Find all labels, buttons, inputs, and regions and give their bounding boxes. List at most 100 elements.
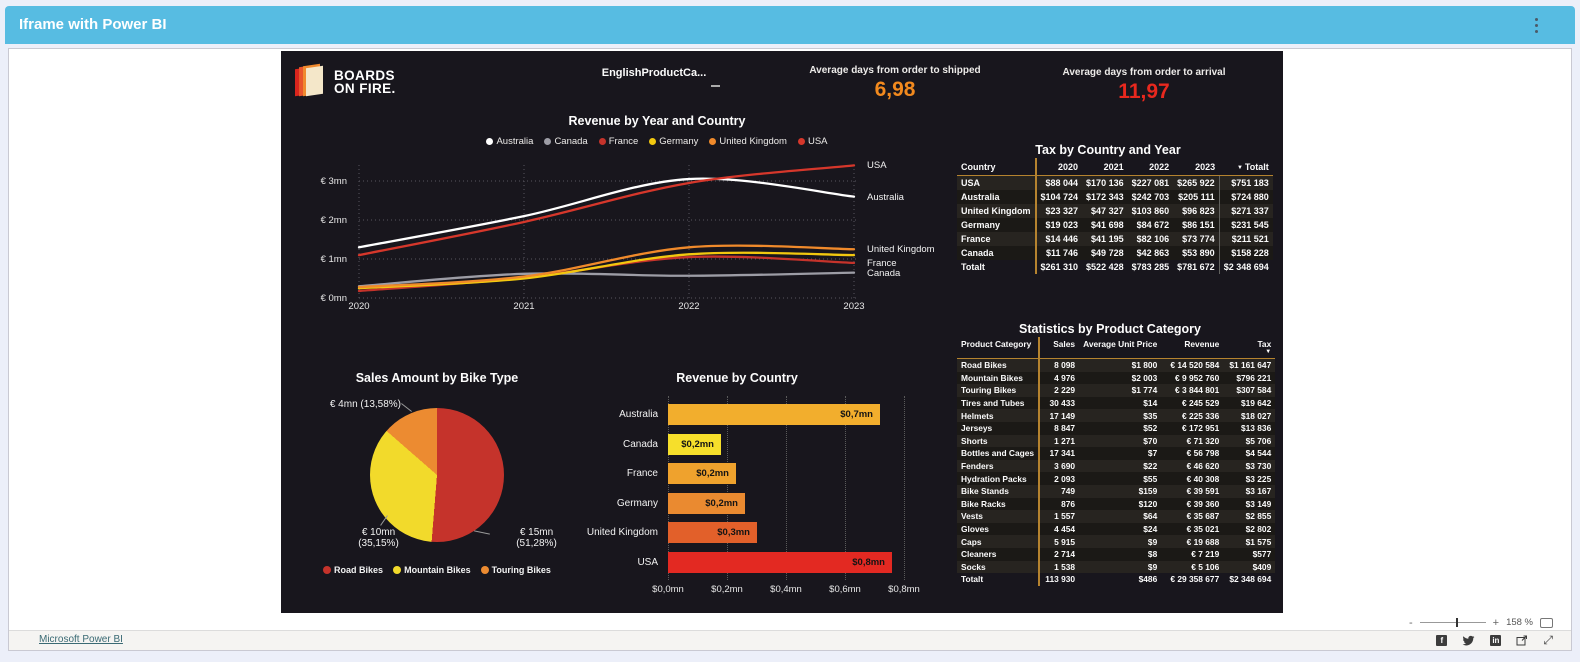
table-row[interactable]: Australia $104 724 $172 343 $242 703 $205 11… xyxy=(957,190,1273,204)
table-cell: $86 151 xyxy=(1182,220,1215,230)
legend-dot-icon xyxy=(544,138,552,145)
zoom-slider[interactable] xyxy=(1419,618,1486,627)
column-header-sales[interactable]: Sales xyxy=(1039,337,1080,359)
table-cell: $9 xyxy=(1147,536,1158,547)
facebook-icon[interactable]: f xyxy=(1436,634,1448,646)
bar-canada[interactable]: $0,2mn xyxy=(668,434,721,455)
table-row[interactable]: Touring Bikes 2 229 $1 774 € 3 844 801 $307 … xyxy=(957,384,1276,397)
bar-united-kingdom[interactable]: $0,3mn xyxy=(668,522,757,543)
line-canada[interactable] xyxy=(357,271,856,288)
legend-item-usa[interactable]: USA xyxy=(797,136,828,147)
table-row[interactable]: Vests 1 557 $64 € 35 687 $2 855 xyxy=(957,510,1276,523)
table-cell: $1 161 647 xyxy=(1229,360,1272,371)
table-cell: € 225 336 xyxy=(1181,410,1220,421)
legend-item-mountain-bikes[interactable]: Mountain Bikes xyxy=(393,565,471,575)
table-row[interactable]: Bike Racks 876 $120 € 39 360 $3 149 xyxy=(957,497,1276,511)
line-germany[interactable] xyxy=(357,251,856,290)
column-header-tax[interactable]: Tax ▼ xyxy=(1223,337,1276,359)
table-row[interactable]: Gloves 4 454 $24 € 35 021 $2 802 xyxy=(957,522,1276,536)
table-row[interactable]: Bottles and Cages 17 341 $7 € 56 798 $4 544 xyxy=(957,447,1276,460)
pie-leader-line xyxy=(401,403,412,412)
share-icons-group: f in ⤢ xyxy=(1436,633,1553,647)
zoom-in-button[interactable]: + xyxy=(1492,616,1500,629)
zoom-slider-thumb[interactable] xyxy=(1455,618,1458,627)
twitter-icon[interactable] xyxy=(1462,635,1475,646)
legend-item-road-bikes[interactable]: Road Bikes xyxy=(323,565,383,575)
bar-gridline xyxy=(668,396,669,580)
microsoft-powerbi-link[interactable]: Microsoft Power BI xyxy=(39,634,123,645)
line-usa[interactable] xyxy=(357,164,856,257)
zoom-out-button[interactable]: - xyxy=(1408,616,1413,629)
pie-chart-legend: Road Bikes Mountain Bikes Touring Bikes xyxy=(287,565,587,575)
table-cell: $1 800 xyxy=(1131,360,1158,371)
legend-item-united-kingdom[interactable]: United Kingdom xyxy=(709,136,787,147)
fit-to-page-icon[interactable] xyxy=(1540,617,1553,628)
column-header-average-unit-price[interactable]: Average Unit Price xyxy=(1079,337,1162,359)
line-australia[interactable] xyxy=(357,177,856,249)
table-row[interactable]: Road Bikes 8 098 $1 800 € 14 520 584 $1 161 … xyxy=(957,358,1276,372)
table-cell: $3 167 xyxy=(1245,486,1272,497)
table-total-row[interactable]: Totalt $261 310 $522 428 $783 285 $781 672 $2… xyxy=(957,260,1273,274)
table-cell: Totalt xyxy=(957,573,1041,586)
share-icon[interactable] xyxy=(1516,635,1528,646)
table-cell: Shorts xyxy=(957,434,1041,448)
kpi-days-to-shipped: Average days from order to shipped 6,98 xyxy=(800,65,990,102)
table-row[interactable]: Shorts 1 271 $70 € 71 320 $5 706 xyxy=(957,434,1276,448)
table-cell: Gloves xyxy=(957,522,1041,536)
table-cell: $11 746 xyxy=(1046,248,1079,258)
bar-australia[interactable]: $0,7mn xyxy=(668,404,880,425)
bar-france[interactable]: $0,2mn xyxy=(668,463,736,484)
table-row[interactable]: Bike Stands 749 $159 € 39 591 $3 167 xyxy=(957,484,1276,498)
table-cell: Jerseys xyxy=(957,421,1041,435)
column-header-totalt[interactable]: ▼ Totalt xyxy=(1219,158,1273,176)
bar-category-label: Australia xyxy=(619,409,658,420)
column-header-revenue[interactable]: Revenue xyxy=(1161,337,1224,359)
table-cell: Helmets xyxy=(957,409,1041,422)
legend-item-france[interactable]: France xyxy=(598,136,638,147)
fullscreen-icon[interactable]: ⤢ xyxy=(1543,633,1553,647)
pie-chart-sales-by-bike-type[interactable] xyxy=(370,408,504,542)
column-header-2020[interactable]: 2020 xyxy=(1035,158,1083,176)
table-total-row[interactable]: Totalt 113 930 $486 € 29 358 677 $2 348 694 xyxy=(957,573,1275,586)
legend-item-touring-bikes[interactable]: Touring Bikes xyxy=(480,565,551,575)
x-axis-tick: 2023 xyxy=(843,301,865,312)
table-row[interactable]: Canada $11 746 $49 728 $42 863 $53 890 $158 2… xyxy=(957,246,1273,260)
product-category-slicer[interactable]: EnglishProductCa... xyxy=(601,67,707,79)
table-row[interactable]: Caps 5 915 $9 € 19 688 $1 575 xyxy=(957,535,1276,548)
table-cell: Germany xyxy=(957,218,1037,232)
table-row[interactable]: Mountain Bikes 4 976 $2 003 € 9 952 760 $796… xyxy=(957,371,1276,385)
legend-item-germany[interactable]: Germany xyxy=(649,136,698,147)
table-row[interactable]: Germany $19 023 $41 698 $84 672 $86 151 $231 … xyxy=(957,218,1273,232)
table-cell: $9 xyxy=(1147,561,1158,572)
table-row[interactable]: Jerseys 8 847 $52 € 172 951 $13 836 xyxy=(957,421,1276,435)
bar-germany[interactable]: $0,2mn xyxy=(668,493,745,514)
table-cell: $82 106 xyxy=(1136,234,1170,244)
bar-usa[interactable]: $0,8mn xyxy=(668,552,892,573)
table-row[interactable]: Tires and Tubes 30 433 $14 € 245 529 $19 642 xyxy=(957,396,1276,410)
line-united-kingdom[interactable] xyxy=(357,244,856,289)
slicer-collapse-dash[interactable] xyxy=(711,85,720,87)
column-header-2021[interactable]: 2021 xyxy=(1082,158,1128,176)
table-row[interactable]: Hydration Packs 2 093 $55 € 40 308 $3 225 xyxy=(957,472,1276,485)
table-header-row: Product Category Sales Average Unit Price R… xyxy=(957,337,1276,359)
kebab-menu-icon[interactable] xyxy=(1535,18,1539,34)
table-row[interactable]: United Kingdom $23 327 $47 327 $103 860 $96 … xyxy=(957,204,1273,218)
column-header-2022[interactable]: 2022 xyxy=(1127,158,1174,176)
bar-gridline xyxy=(845,396,846,580)
legend-dot-icon xyxy=(797,138,805,145)
legend-item-canada[interactable]: Canada xyxy=(544,136,588,147)
table-row[interactable]: Socks 1 538 $9 € 5 106 $409 xyxy=(957,560,1276,574)
column-header-country[interactable]: Country xyxy=(957,158,1037,176)
table-cell: $24 xyxy=(1143,524,1158,535)
table-row[interactable]: Cleaners 2 714 $8 € 7 219 $577 xyxy=(957,547,1276,561)
column-header-product-category[interactable]: Product Category xyxy=(957,337,1041,359)
table-row[interactable]: France $14 446 $41 195 $82 106 $73 774 $211 5… xyxy=(957,232,1273,246)
table-row[interactable]: Fenders 3 690 $22 € 46 620 $3 730 xyxy=(957,459,1276,473)
linkedin-icon[interactable]: in xyxy=(1490,634,1502,646)
legend-item-australia[interactable]: Australia xyxy=(486,136,533,147)
x-axis-tick: 2020 xyxy=(348,301,370,312)
column-header-2023[interactable]: 2023 xyxy=(1173,158,1220,176)
table-row[interactable]: USA $88 044 $170 136 $227 081 $265 922 $751 1… xyxy=(957,175,1273,190)
table-row[interactable]: Helmets 17 149 $35 € 225 336 $18 027 xyxy=(957,409,1276,422)
table-cell: $1 774 xyxy=(1131,385,1158,396)
